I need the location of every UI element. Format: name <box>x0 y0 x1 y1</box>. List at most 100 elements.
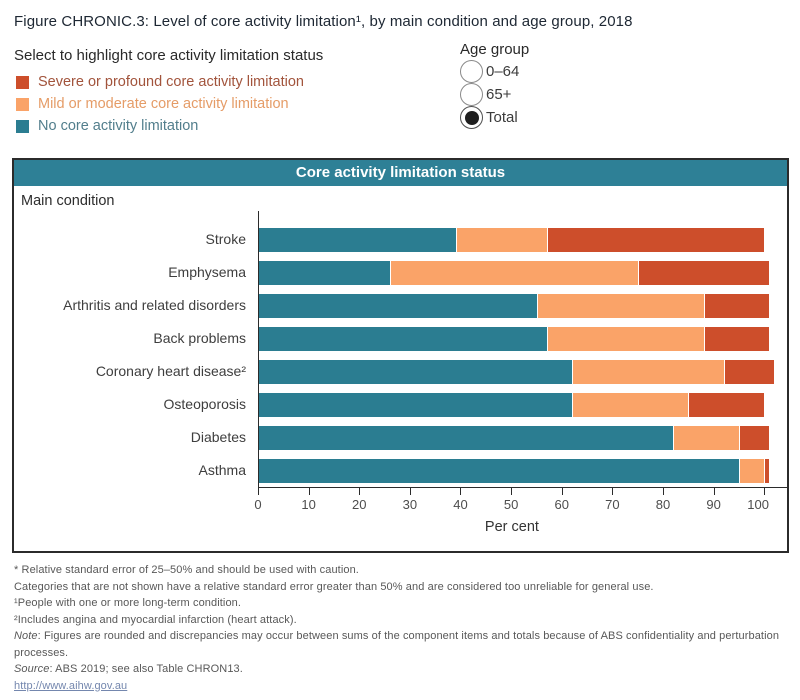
bar-segment-mild-moderate[interactable] <box>572 392 689 417</box>
category-label[interactable]: Back problems <box>153 330 246 347</box>
stacked-bar <box>259 227 787 252</box>
legend-item-none[interactable]: No core activity limitation <box>14 115 786 137</box>
axis-tick <box>308 488 310 495</box>
bar-segment-mild-moderate[interactable] <box>456 227 547 252</box>
bar-segment-severe-profound[interactable] <box>723 359 775 384</box>
bar-segment-mild-moderate[interactable] <box>547 326 704 351</box>
bar-segment-severe-profound[interactable] <box>637 260 770 285</box>
radio-button[interactable] <box>460 106 483 129</box>
bar-segment-mild-moderate[interactable] <box>739 458 765 483</box>
axis-tick <box>258 488 259 495</box>
bar-track <box>258 388 787 421</box>
bar-segment-no-limitation[interactable] <box>259 227 457 252</box>
stacked-bar <box>259 425 787 450</box>
axis-tick-label: 20 <box>352 497 367 512</box>
category-label[interactable]: Stroke <box>205 231 246 248</box>
axis-tick-label: 0 <box>254 497 262 512</box>
stacked-bar <box>259 326 787 351</box>
y-axis-spine <box>258 211 787 223</box>
legend-item-severe[interactable]: Severe or profound core activity limitat… <box>14 71 786 93</box>
radio-label: 65+ <box>486 86 512 103</box>
bar-segment-severe-profound[interactable] <box>546 227 765 252</box>
radio-option-65plus[interactable]: 65+ <box>460 83 529 106</box>
footnote-1: ¹People with one or more long-term condi… <box>14 597 242 609</box>
chart-panel-title: Core activity limitation status <box>14 160 787 186</box>
bar-track <box>258 355 787 388</box>
category-label[interactable]: Osteoporosis <box>163 396 246 413</box>
bar-rows: Stroke Emphysema Arthritis and related dis… <box>14 223 787 487</box>
legend-item-label: Mild or moderate core activity limitatio… <box>38 96 289 112</box>
axis-tick-label: 30 <box>402 497 418 512</box>
radio-button[interactable] <box>460 83 483 106</box>
chart-row: Stroke <box>14 223 787 256</box>
bar-track <box>258 322 787 355</box>
category-label[interactable]: Emphysema <box>168 264 246 281</box>
bar-segment-severe-profound[interactable] <box>764 458 770 483</box>
axis-tick-label: 50 <box>503 497 519 512</box>
axis-tick <box>612 488 614 495</box>
legend-swatch <box>16 119 29 133</box>
bar-segment-no-limitation[interactable] <box>259 425 674 450</box>
legend-heading: Select to highlight core activity limita… <box>14 47 324 64</box>
aihw-link[interactable]: http://www.aihw.gov.au <box>14 679 128 692</box>
age-group-heading: Age group <box>460 41 530 58</box>
category-label[interactable]: Arthritis and related disorders <box>63 297 246 314</box>
radio-option-total[interactable]: Total <box>460 106 529 129</box>
bar-segment-no-limitation[interactable] <box>259 293 537 318</box>
stacked-bar <box>259 293 787 318</box>
bar-segment-no-limitation[interactable] <box>259 392 573 417</box>
bar-segment-severe-profound[interactable] <box>738 425 770 450</box>
footnote-note: Note: Figures are rounded and discrepanc… <box>14 628 786 661</box>
bar-segment-mild-moderate[interactable] <box>536 293 704 318</box>
bar-segment-no-limitation[interactable] <box>259 326 547 351</box>
chart-row: Emphysema <box>14 256 787 289</box>
legend-swatch <box>16 97 29 111</box>
category-label[interactable]: Coronary heart disease² <box>95 363 246 380</box>
bar-segment-mild-moderate[interactable] <box>673 425 739 450</box>
axis-tick <box>561 488 563 495</box>
axis-tick-label: 40 <box>453 497 468 512</box>
bar-track <box>258 421 787 454</box>
radio-button[interactable] <box>460 60 483 83</box>
bar-segment-no-limitation[interactable] <box>259 359 573 384</box>
chart-row: Arthritis and related disorders <box>14 289 787 322</box>
axis-tick <box>359 488 361 495</box>
bar-segment-no-limitation[interactable] <box>259 458 739 483</box>
stacked-bar <box>259 392 787 417</box>
bar-segment-mild-moderate[interactable] <box>572 359 724 384</box>
chart-row: Osteoporosis <box>14 388 787 421</box>
x-axis: Per cent 0 10 20 30 40 50 60 70 80 90 100 <box>254 487 787 551</box>
axis-tick-label: 100 <box>747 497 769 512</box>
note-label: Note <box>14 630 38 642</box>
axis-tick-label: 60 <box>554 497 569 512</box>
controls-area: Select to highlight core activity limita… <box>14 41 786 137</box>
legend-item-mild[interactable]: Mild or moderate core activity limitatio… <box>14 93 786 115</box>
axis-tick <box>460 488 462 495</box>
stacked-bar <box>259 458 787 483</box>
axis-tick <box>511 488 513 495</box>
footnote-categories: Categories that are not shown have a rel… <box>14 580 654 593</box>
radio-option-0-64[interactable]: 0–64 <box>460 60 529 83</box>
chart-row: Back problems <box>14 322 787 355</box>
bar-track <box>258 289 787 322</box>
axis-tick <box>409 488 411 495</box>
bar-segment-mild-moderate[interactable] <box>390 260 638 285</box>
category-label[interactable]: Asthma <box>198 462 246 479</box>
bar-segment-severe-profound[interactable] <box>688 392 765 417</box>
chart-panel: Core activity limitation status Main con… <box>12 158 789 553</box>
axis-tick-label: 70 <box>605 497 620 512</box>
plot-area: Stroke Emphysema Arthritis and related dis… <box>14 211 787 551</box>
bar-track <box>258 454 787 487</box>
legend-swatch <box>16 75 29 89</box>
footnote-2: ²Includes angina and myocardial infarcti… <box>14 613 297 626</box>
category-label[interactable]: Diabetes <box>190 429 246 446</box>
source-text: : ABS 2019; see also Table CHRON13. <box>49 663 243 675</box>
bar-segment-severe-profound[interactable] <box>703 293 770 318</box>
bar-segment-severe-profound[interactable] <box>703 326 770 351</box>
axis-tick <box>713 488 715 495</box>
stacked-bar <box>259 260 787 285</box>
bar-track <box>258 223 787 256</box>
bar-segment-no-limitation[interactable] <box>259 260 391 285</box>
radio-label: Total <box>486 109 518 126</box>
axis-tick-label: 90 <box>706 497 721 512</box>
